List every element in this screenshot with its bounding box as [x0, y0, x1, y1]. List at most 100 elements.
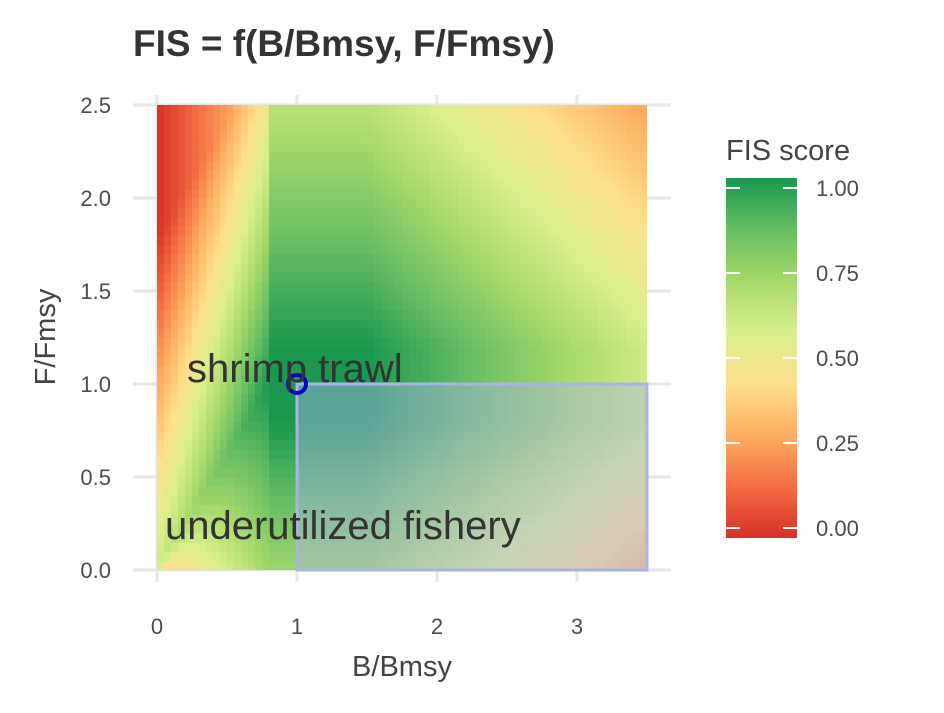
heatmap-cell — [332, 430, 340, 441]
heatmap-cell — [507, 495, 515, 506]
heatmap-cell — [528, 272, 536, 283]
heatmap-cell — [360, 356, 368, 366]
heatmap-cell — [164, 449, 172, 459]
heatmap-cell — [472, 346, 480, 357]
heatmap-cell — [178, 263, 186, 273]
heatmap-cell — [360, 105, 368, 115]
heatmap-cell — [157, 142, 165, 153]
heatmap-cell — [570, 532, 578, 543]
heatmap-cell — [612, 337, 620, 348]
heatmap-cell — [640, 300, 647, 311]
heatmap-cell — [318, 477, 326, 487]
heatmap-cell — [626, 430, 634, 441]
heatmap-cell — [465, 179, 473, 190]
heatmap-cell — [626, 114, 634, 125]
heatmap-cell — [227, 411, 235, 422]
heatmap-cell — [570, 346, 578, 357]
heatmap-cell — [227, 560, 235, 570]
heatmap-cell — [528, 160, 536, 171]
heatmap-cell — [612, 449, 620, 459]
heatmap-cell — [472, 225, 480, 236]
heatmap-cell — [241, 523, 249, 534]
heatmap-cell — [633, 365, 641, 376]
heatmap-cell — [409, 551, 417, 562]
heatmap-cell — [192, 328, 200, 339]
heatmap-cell — [353, 263, 361, 273]
heatmap-cell — [640, 486, 647, 497]
heatmap-cell — [297, 253, 305, 264]
heatmap-cell — [465, 132, 473, 143]
heatmap-cell — [171, 170, 179, 180]
heatmap-cell — [584, 123, 592, 134]
heatmap-cell — [542, 384, 550, 394]
heatmap-cell — [395, 198, 403, 208]
heatmap-cell — [178, 123, 186, 134]
heatmap-cell — [220, 244, 228, 255]
x-tick-label: 1 — [291, 614, 303, 639]
heatmap-cell — [227, 179, 235, 190]
heatmap-cell — [514, 356, 522, 366]
heatmap-cell — [549, 170, 557, 180]
heatmap-cell — [311, 263, 319, 273]
heatmap-cell — [395, 374, 403, 385]
heatmap-cell — [241, 402, 249, 413]
heatmap-cell — [325, 356, 333, 366]
heatmap-cell — [423, 318, 431, 329]
heatmap-cell — [605, 263, 613, 273]
heatmap-cell — [332, 160, 340, 171]
heatmap-cell — [486, 318, 494, 329]
heatmap-cell — [423, 188, 431, 199]
heatmap-cell — [353, 477, 361, 487]
heatmap-cell — [528, 300, 536, 311]
heatmap-cell — [549, 281, 557, 292]
heatmap-cell — [234, 504, 242, 515]
heatmap-cell — [640, 207, 647, 218]
heatmap-cell — [297, 198, 305, 208]
heatmap-cell — [248, 439, 256, 450]
heatmap-cell — [507, 105, 515, 115]
heatmap-cell — [374, 337, 382, 348]
heatmap-cell — [500, 449, 508, 459]
heatmap-cell — [304, 458, 312, 469]
heatmap-cell — [346, 318, 354, 329]
heatmap-cell — [444, 439, 452, 450]
heatmap-cell — [241, 328, 249, 339]
heatmap-cell — [311, 532, 319, 543]
heatmap-cell — [640, 449, 647, 459]
heatmap-cell — [486, 495, 494, 506]
heatmap-cell — [192, 523, 200, 534]
heatmap-cell — [430, 300, 438, 311]
heatmap-cell — [444, 523, 452, 534]
heatmap-cell — [164, 244, 172, 255]
heatmap-cell — [318, 458, 326, 469]
heatmap-cell — [556, 132, 564, 143]
heatmap-cell — [381, 477, 389, 487]
heatmap-cell — [374, 216, 382, 227]
heatmap-cell — [591, 253, 599, 264]
heatmap-cell — [535, 504, 543, 515]
heatmap-cell — [563, 458, 571, 469]
heatmap-cell — [367, 346, 375, 357]
heatmap-cell — [458, 356, 466, 366]
heatmap-cell — [598, 346, 606, 357]
heatmap-cell — [311, 477, 319, 487]
heatmap-cell — [157, 523, 165, 534]
heatmap-cell — [255, 207, 263, 218]
heatmap-cell — [360, 523, 368, 534]
heatmap-cell — [311, 458, 319, 469]
heatmap-cell — [542, 281, 550, 292]
heatmap-cell — [444, 253, 452, 264]
heatmap-cell — [444, 318, 452, 329]
heatmap-cell — [556, 328, 564, 339]
heatmap-cell — [199, 560, 207, 570]
heatmap-cell — [605, 225, 613, 236]
heatmap-cell — [423, 467, 431, 478]
heatmap-cell — [423, 439, 431, 450]
heatmap-cell — [353, 291, 361, 301]
heatmap-cell — [290, 253, 298, 264]
heatmap-cell — [304, 411, 312, 422]
heatmap-cell — [577, 560, 585, 570]
heatmap-cell — [598, 532, 606, 543]
heatmap-cell — [465, 225, 473, 236]
